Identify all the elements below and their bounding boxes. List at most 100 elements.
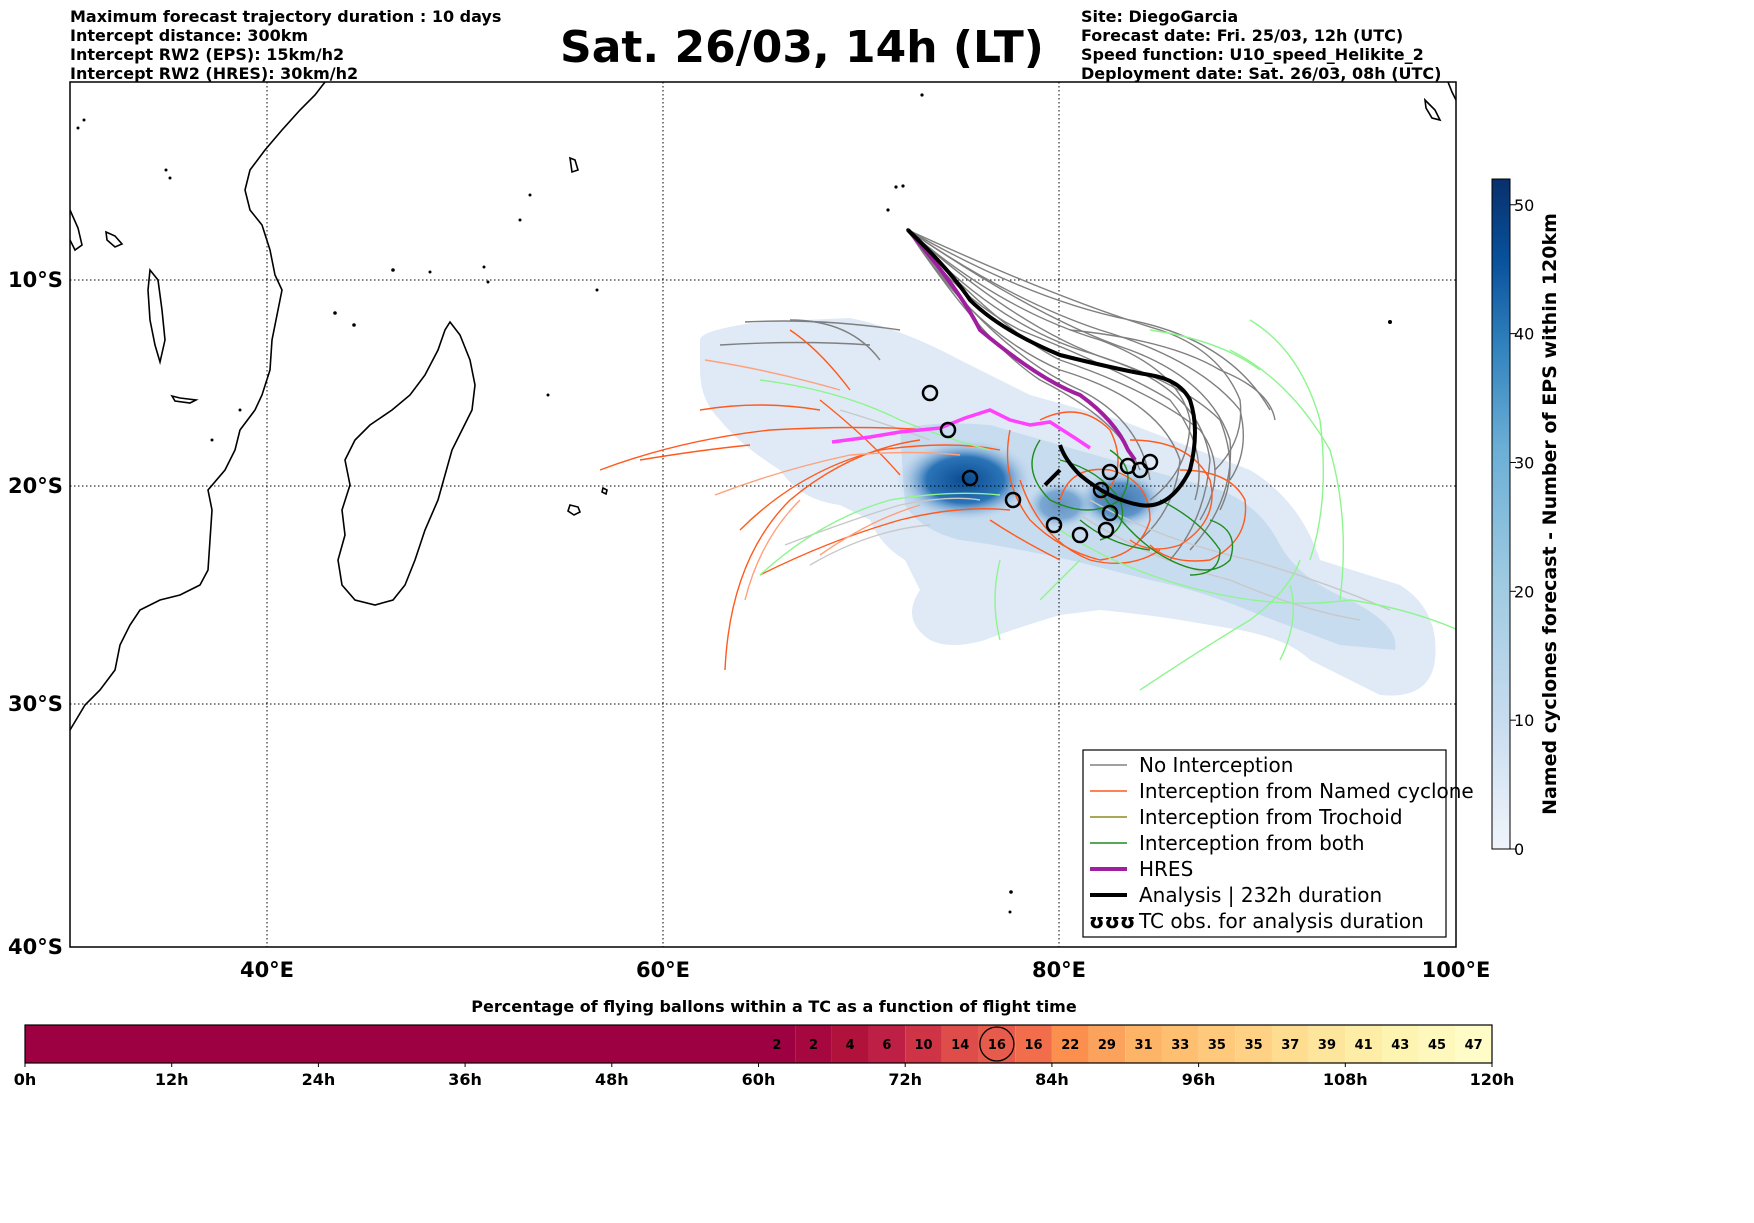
traj-light-orange — [704, 359, 961, 601]
legend-label: TC obs. for analysis duration — [1138, 909, 1424, 933]
legend-label: Interception from Named cyclone — [1139, 779, 1474, 803]
legend-label: Analysis | 232h duration — [1139, 883, 1382, 907]
island-dot — [894, 185, 898, 189]
island-dot — [352, 323, 356, 327]
island — [601, 486, 608, 496]
header-left: Maximum forecast trajectory duration : 1… — [70, 7, 501, 83]
lon-labels: 40°E 60°E 80°E 100°E — [240, 958, 1490, 982]
header-right: Site: DiegoGarcia Forecast date: Fri. 25… — [1081, 7, 1441, 83]
legend-swatch-tc-obs: ʊʊʊ — [1089, 909, 1135, 933]
island-dot — [528, 193, 532, 197]
density-hotspot — [895, 438, 1035, 522]
island — [567, 504, 582, 516]
time-bar-value: 22 — [1061, 1038, 1079, 1053]
island-dot — [901, 184, 905, 188]
hres-track — [831, 408, 1091, 450]
trajectory — [1089, 499, 1391, 611]
island-dot — [546, 393, 550, 397]
trajectory — [907, 229, 1216, 521]
trajectory — [839, 409, 931, 441]
legend: No Interception Interception from Named … — [1082, 749, 1474, 938]
time-bar-cell — [1088, 1025, 1126, 1063]
island-dot — [82, 118, 86, 122]
legend-label: Interception from both — [1139, 831, 1365, 855]
trajectory — [1099, 489, 1234, 571]
island-dot — [333, 311, 337, 315]
trajectory — [1249, 319, 1325, 561]
island-dot — [1388, 320, 1392, 324]
trajectory — [759, 492, 1001, 576]
island-dot — [518, 218, 522, 222]
island-dot — [482, 265, 486, 269]
trajectory — [639, 444, 751, 461]
island-dot — [1009, 890, 1013, 894]
lon-label: 100°E — [1422, 958, 1491, 982]
time-bar-cell — [1198, 1025, 1236, 1063]
island-dot — [428, 270, 432, 274]
trajectory — [907, 229, 1231, 511]
time-bar-tick-label: 0h — [14, 1070, 37, 1089]
lon-label: 80°E — [1032, 958, 1086, 982]
lat-label: 30°S — [8, 692, 63, 716]
trajectory — [1129, 439, 1213, 550]
island-dot — [595, 288, 599, 292]
trajectory — [907, 229, 1232, 551]
island — [105, 230, 124, 248]
island-dot — [164, 168, 168, 172]
tc-obs-icon — [1045, 516, 1063, 534]
colorbar-tick-label: 30 — [1514, 453, 1534, 472]
traj-light-gray — [784, 409, 1391, 621]
trajectory — [1149, 469, 1247, 562]
colorbar-tick-label: 10 — [1514, 711, 1534, 730]
tc-obs-icon — [939, 421, 957, 439]
island-dot — [238, 408, 242, 412]
time-bar-value: 2 — [772, 1038, 781, 1053]
trajectory — [714, 451, 961, 496]
time-bar-value: 41 — [1355, 1038, 1373, 1053]
time-bar-value: 16 — [988, 1038, 1006, 1053]
tc-obs-icon — [1097, 521, 1115, 539]
time-bar-value: 33 — [1171, 1038, 1189, 1053]
time-bar-tick-label: 48h — [595, 1070, 629, 1089]
time-bar-cell — [1161, 1025, 1199, 1063]
trajectory — [699, 404, 821, 411]
trajectory — [809, 524, 931, 566]
lat-label: 10°S — [8, 268, 63, 292]
graticule — [70, 82, 1456, 947]
time-bar-tick-label: 72h — [888, 1070, 922, 1089]
header-right-line: Site: DiegoGarcia — [1081, 7, 1239, 26]
island — [147, 267, 166, 366]
colorbar-tick-label: 50 — [1514, 196, 1534, 215]
colorbar-ticks: 0 10 20 30 40 50 — [1510, 196, 1534, 859]
lat-label: 40°S — [8, 935, 63, 959]
time-bar-value: 45 — [1428, 1038, 1446, 1053]
trajectory — [1079, 514, 1361, 621]
legend-label: Interception from Trochoid — [1139, 805, 1403, 829]
header-right-line: Speed function: U10_speed_Helikite_2 — [1081, 45, 1424, 64]
header-left-line: Intercept distance: 300km — [70, 26, 309, 45]
page-title: Sat. 26/03, 14h (LT) — [560, 22, 1044, 73]
trajectory — [1139, 559, 1301, 691]
trajectory — [1039, 559, 1081, 601]
tc-obs-icon — [1092, 481, 1110, 499]
colorbar-tick-label: 0 — [1514, 840, 1524, 859]
tc-obs-icon — [1101, 504, 1119, 522]
trajectory — [1159, 499, 1221, 576]
island-dot — [210, 438, 214, 442]
lon-label: 40°E — [240, 958, 294, 982]
trajectory — [719, 341, 871, 346]
island-dot — [886, 208, 890, 212]
time-bar-value: 31 — [1135, 1038, 1153, 1053]
time-bar-empty-segment — [25, 1025, 759, 1063]
header-left-line: Maximum forecast trajectory duration : 1… — [70, 7, 502, 26]
time-bar-cell — [1418, 1025, 1456, 1063]
time-bar-cell — [905, 1025, 942, 1063]
time-bar-value: 47 — [1465, 1038, 1483, 1053]
trajectory — [994, 559, 1001, 641]
time-bar-cell — [1271, 1025, 1309, 1063]
time-bar-tick-label: 24h — [302, 1070, 336, 1089]
tc-obs-icon — [1004, 491, 1022, 509]
time-bar-value: 10 — [914, 1038, 932, 1053]
time-bar-value: 4 — [846, 1038, 855, 1053]
